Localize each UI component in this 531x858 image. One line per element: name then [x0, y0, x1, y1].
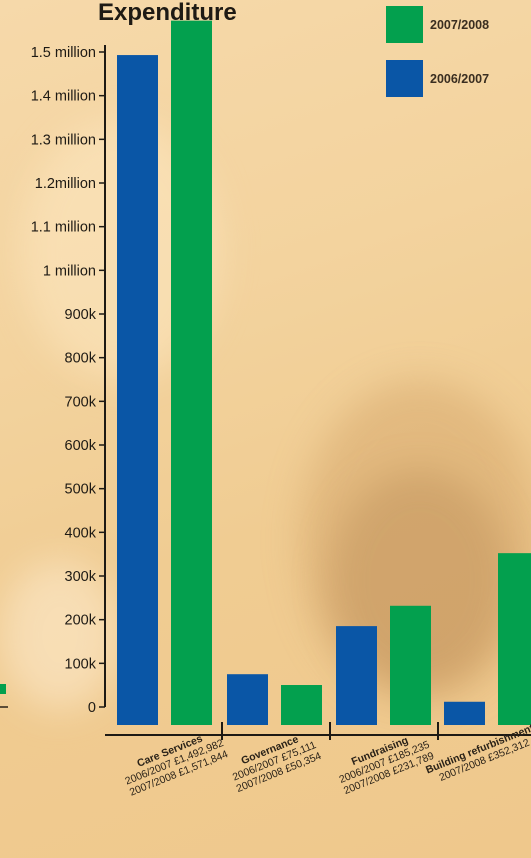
- chart-title: Expenditure: [98, 0, 237, 26]
- y-tick-label: 1.3 million: [31, 132, 96, 148]
- bar-governance-2007-2008: [281, 685, 322, 725]
- y-tick-label: 300k: [65, 569, 97, 585]
- y-tick-label: 500k: [65, 482, 97, 498]
- bars: [117, 20, 531, 726]
- legend-label-2006-2007: 2006/2007: [430, 72, 489, 86]
- y-tick-label: 1.5 million: [31, 45, 96, 61]
- y-tick-label: 1.4 million: [31, 89, 96, 105]
- y-tick-label: 1.1 million: [31, 220, 96, 236]
- y-axis: 0 100k 200k 300k 400k 500k 600k 700k 800k 900k 1 m…: [31, 45, 106, 716]
- bar-care-services-2006-2007: [117, 55, 158, 726]
- y-tick-label: 400k: [65, 525, 97, 541]
- legend-swatch-2006-2007: [386, 60, 423, 97]
- legend: 2007/2008 2006/2007: [386, 6, 489, 97]
- bar-fundraising-2007-2008: [390, 605, 431, 725]
- bar-building-refurbishment-2006-2007: [444, 701, 485, 725]
- bar-building-refurbishment-2007-2008: [498, 553, 531, 725]
- legend-swatch-2007-2008: [386, 6, 423, 43]
- y-tick-label: 200k: [65, 613, 97, 629]
- y-tick-label: 1 million: [43, 263, 96, 279]
- bar-governance-2006-2007: [227, 674, 268, 725]
- bar-fundraising-2006-2007: [336, 626, 377, 725]
- bar-care-services-2007-2008: [171, 20, 212, 726]
- y-tick-label: 0: [88, 700, 96, 716]
- y-tick-label: 700k: [65, 394, 97, 410]
- y-tick-label: 600k: [65, 438, 97, 454]
- left-edge-fragment-green: [0, 684, 6, 694]
- y-tick-label: 900k: [65, 307, 97, 323]
- x-axis: [105, 722, 531, 740]
- legend-label-2007-2008: 2007/2008: [430, 18, 489, 32]
- y-tick-label: 100k: [65, 656, 97, 672]
- y-tick-label: 1.2million: [35, 176, 96, 192]
- y-tick-label: 800k: [65, 351, 97, 367]
